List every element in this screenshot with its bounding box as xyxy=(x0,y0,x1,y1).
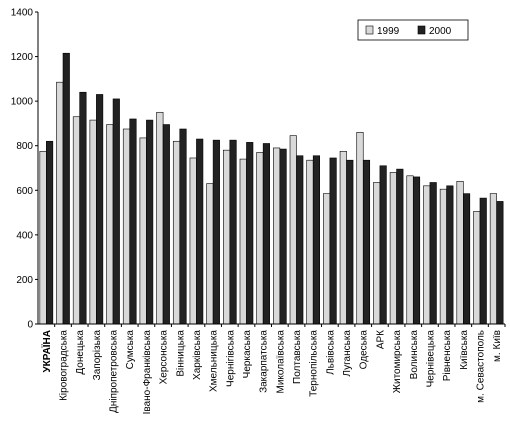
bar xyxy=(356,132,364,325)
bar xyxy=(256,152,264,325)
bar xyxy=(172,140,181,325)
x-tick-label: Херсонська xyxy=(159,330,170,385)
x-tick-label: Дніпропетровська xyxy=(109,330,120,413)
x-tick-label: Кіровоградська xyxy=(59,330,70,401)
bar xyxy=(206,183,214,325)
bar xyxy=(89,119,97,325)
bar xyxy=(456,181,464,325)
bar xyxy=(189,157,197,325)
bar xyxy=(112,98,120,325)
bar xyxy=(329,157,337,325)
bar xyxy=(246,142,254,325)
legend-label: 1999 xyxy=(377,26,400,37)
x-tick-label: Вінницька xyxy=(175,330,186,377)
bar xyxy=(379,165,387,325)
y-tick-label: 400 xyxy=(16,230,33,241)
bar xyxy=(179,128,187,325)
y-tick-label: 600 xyxy=(16,186,33,197)
bar xyxy=(406,175,414,325)
y-tick-label: 1200 xyxy=(11,52,34,63)
x-tick-label: Чернівецька xyxy=(425,330,436,388)
bar xyxy=(139,137,147,325)
legend-box xyxy=(357,19,469,41)
x-tick-label: м. Київ xyxy=(492,330,503,362)
x-tick-label: Тернопільська xyxy=(309,330,320,397)
x-tick-label: АРК xyxy=(375,330,386,349)
bar xyxy=(279,148,287,325)
y-tick-label: 0 xyxy=(27,320,33,331)
bar xyxy=(62,52,70,325)
bar xyxy=(56,81,64,325)
y-tick-label: 1000 xyxy=(11,97,34,108)
bar xyxy=(412,176,421,325)
x-tick-label: Рівненська xyxy=(442,330,453,382)
bar xyxy=(473,211,481,325)
bar xyxy=(463,193,471,325)
bar xyxy=(106,124,114,325)
x-tick-label: Луганська xyxy=(342,330,353,377)
x-tick-label: Київська xyxy=(459,330,470,370)
bar xyxy=(346,159,354,325)
bar xyxy=(429,182,437,325)
x-tick-label: Сумська xyxy=(125,330,136,370)
bar xyxy=(46,140,54,325)
x-tick-label: Івано-Франківська xyxy=(142,330,153,415)
x-tick-label: Одеська xyxy=(359,330,370,370)
bar xyxy=(196,138,204,325)
bar xyxy=(39,150,47,325)
bar xyxy=(146,119,154,325)
bar xyxy=(423,185,431,325)
bar xyxy=(306,159,314,325)
x-tick-label: Волинська xyxy=(409,330,420,380)
bar xyxy=(312,155,320,325)
bar xyxy=(396,168,404,325)
x-tick-label: Харківська xyxy=(192,330,203,380)
bar xyxy=(496,201,504,325)
bar xyxy=(296,155,304,325)
legend-label: 2000 xyxy=(429,26,452,37)
x-tick-label: Чернігівська xyxy=(225,330,236,387)
x-tick-label: Житомирська xyxy=(392,330,403,394)
bar xyxy=(362,159,371,325)
x-tick-label: Львівська xyxy=(325,330,336,375)
bar xyxy=(96,94,104,325)
bar xyxy=(129,118,137,325)
bar xyxy=(373,182,381,325)
x-tick-label: Донецька xyxy=(75,330,86,375)
bar xyxy=(289,135,297,325)
bar xyxy=(122,128,131,325)
legend-swatch xyxy=(365,25,374,35)
x-tick-label: Миколаївська xyxy=(275,330,286,394)
bar xyxy=(79,91,87,325)
y-tick-label: 1400 xyxy=(11,8,34,19)
x-tick-label: Черкаська xyxy=(242,330,253,379)
bar xyxy=(223,149,231,325)
bar xyxy=(489,193,497,325)
bar xyxy=(389,172,397,325)
x-tick-label: м. Севастополь xyxy=(475,330,486,403)
x-tick-label: Хмельницька xyxy=(209,330,220,392)
bar xyxy=(323,193,331,325)
bar xyxy=(156,111,164,325)
x-tick-label: УКРАЇНА xyxy=(40,330,53,373)
bar xyxy=(162,124,170,325)
bar xyxy=(262,143,270,325)
bar xyxy=(212,139,220,325)
bar xyxy=(229,139,237,325)
bar xyxy=(439,188,447,325)
bar xyxy=(446,185,454,325)
bar xyxy=(339,150,347,325)
x-tick-label: Закарпатська xyxy=(259,330,270,393)
bar xyxy=(239,158,247,325)
legend-swatch xyxy=(417,25,426,35)
x-tick-label: Запорізька xyxy=(92,330,103,381)
bar xyxy=(479,197,487,325)
y-tick-label: 200 xyxy=(16,275,33,286)
y-tick-label: 800 xyxy=(16,141,33,152)
x-tick-label: Полтавська xyxy=(292,330,303,384)
bar xyxy=(273,147,281,325)
bar xyxy=(72,116,80,325)
